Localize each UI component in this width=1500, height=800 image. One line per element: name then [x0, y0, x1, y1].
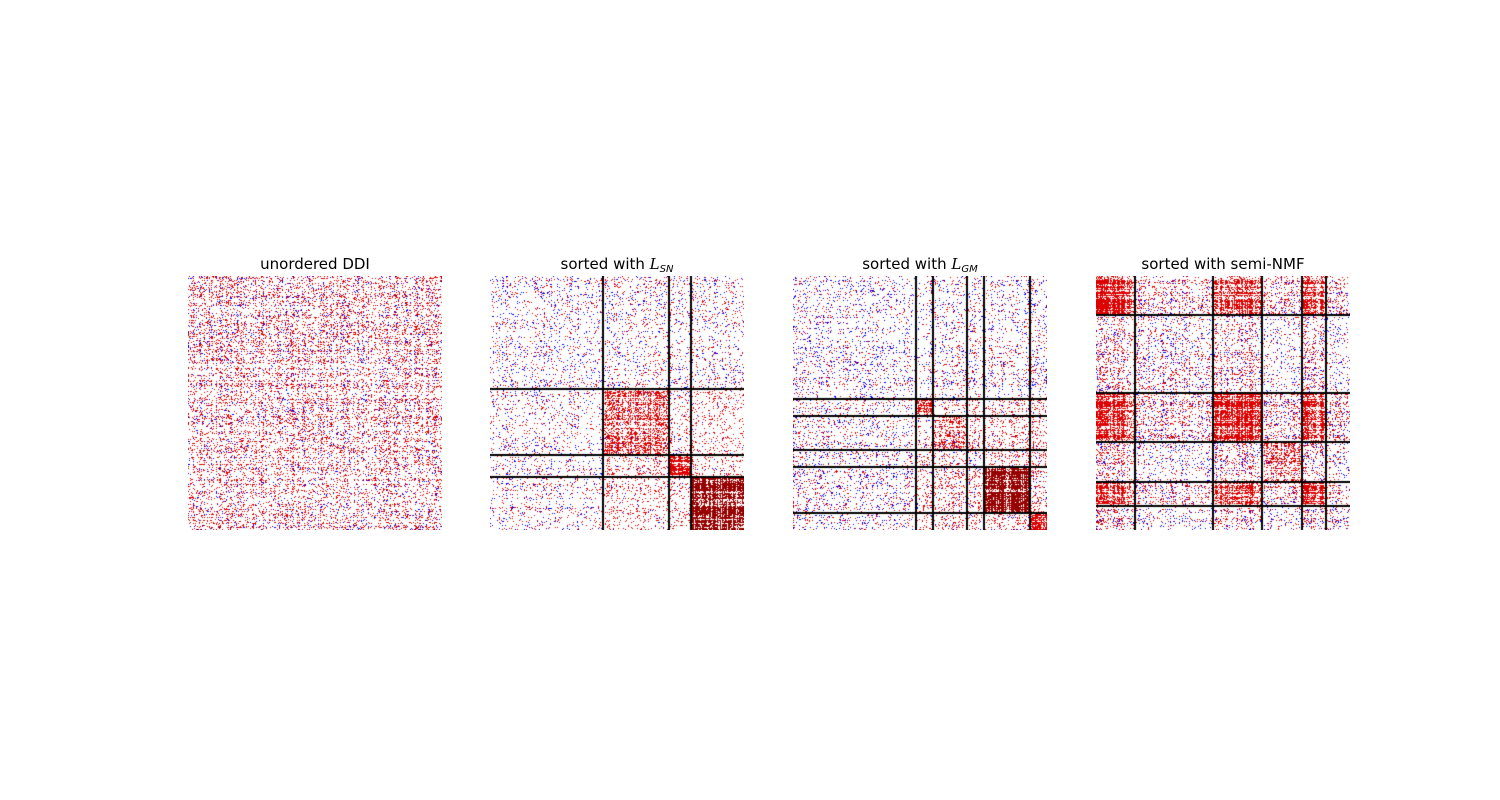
heatmap-lsn — [490, 276, 744, 530]
panel-title-unordered: unordered DDI — [260, 255, 370, 273]
heatmap-semi-nmf — [1096, 276, 1350, 530]
panel-title-lsn: sorted with LSN — [560, 255, 674, 275]
heatmap-lgm — [793, 276, 1047, 530]
panel-unordered: unordered DDI — [188, 252, 442, 530]
panel-title-semi-nmf: sorted with semi-NMF — [1141, 255, 1305, 273]
heatmap-unordered — [188, 276, 442, 530]
panel-lsn: sorted with LSN — [490, 252, 744, 530]
panel-title-lgm: sorted with LGM — [862, 255, 978, 275]
panel-lgm: sorted with LGM — [793, 252, 1047, 530]
panel-semi-nmf: sorted with semi-NMF — [1096, 252, 1350, 530]
